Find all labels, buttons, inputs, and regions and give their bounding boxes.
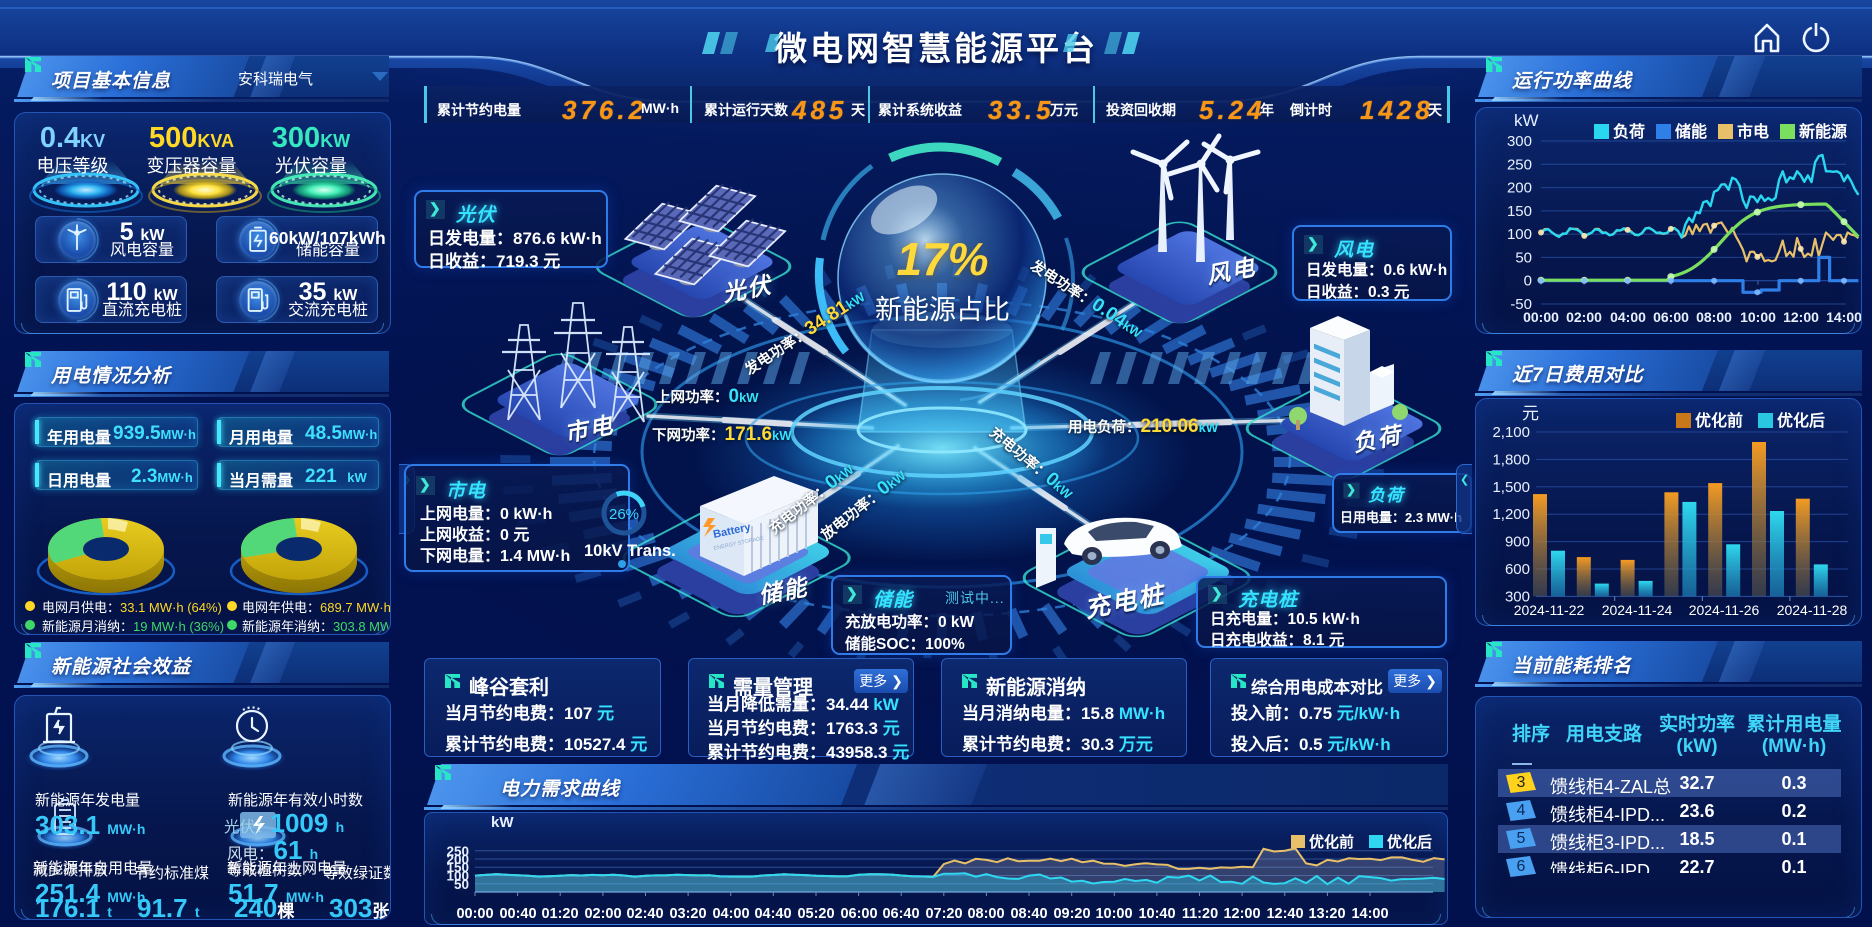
svg-text:2024-11-28: 2024-11-28: [1777, 602, 1848, 618]
svg-text:14:00: 14:00: [1826, 309, 1861, 325]
svg-text:2024-11-26: 2024-11-26: [1689, 602, 1760, 618]
svg-text:02:40: 02:40: [626, 906, 663, 922]
svg-text:06:00: 06:00: [1653, 309, 1689, 325]
svg-text:14:00: 14:00: [1351, 906, 1388, 922]
svg-text:100: 100: [1507, 226, 1532, 243]
svg-text:00:00: 00:00: [456, 906, 493, 922]
svg-text:市电: 市电: [1737, 122, 1769, 141]
svg-text:1,200: 1,200: [1492, 506, 1530, 523]
svg-text:-50: -50: [1510, 296, 1532, 313]
svg-text:13:20: 13:20: [1308, 906, 1345, 922]
svg-text:150: 150: [446, 860, 469, 875]
svg-text:1,500: 1,500: [1492, 479, 1530, 496]
svg-text:08:00: 08:00: [1696, 309, 1732, 325]
svg-text:优化前: 优化前: [1309, 833, 1354, 851]
svg-text:07:20: 07:20: [925, 906, 962, 922]
svg-text:12:00: 12:00: [1223, 906, 1260, 922]
svg-text:08:00: 08:00: [967, 906, 1004, 922]
svg-text:900: 900: [1505, 534, 1530, 551]
svg-text:优化后: 优化后: [1777, 411, 1825, 430]
svg-text:负荷: 负荷: [1613, 122, 1645, 141]
svg-text:300: 300: [1505, 588, 1530, 605]
svg-text:05:20: 05:20: [797, 906, 834, 922]
svg-text:2024-11-24: 2024-11-24: [1602, 602, 1673, 618]
svg-text:09:20: 09:20: [1053, 906, 1090, 922]
svg-text:06:40: 06:40: [882, 906, 919, 922]
svg-text:26%: 26%: [609, 506, 639, 523]
svg-text:元: 元: [1522, 404, 1539, 423]
svg-text:02:00: 02:00: [584, 906, 621, 922]
svg-text:10:00: 10:00: [1740, 309, 1776, 325]
svg-text:06:00: 06:00: [840, 906, 877, 922]
svg-text:50: 50: [454, 877, 469, 892]
svg-text:250: 250: [1507, 156, 1532, 173]
svg-text:08:40: 08:40: [1010, 906, 1047, 922]
svg-text:100: 100: [446, 869, 469, 884]
svg-text:新能源: 新能源: [1799, 122, 1847, 141]
svg-text:04:40: 04:40: [754, 906, 791, 922]
svg-text:11:20: 11:20: [1182, 906, 1218, 922]
svg-text:2024-11-22: 2024-11-22: [1514, 602, 1585, 618]
svg-text:10:40: 10:40: [1138, 906, 1175, 922]
svg-text:2,100: 2,100: [1492, 424, 1530, 441]
svg-text:01:20: 01:20: [541, 906, 578, 922]
svg-text:00:40: 00:40: [499, 906, 536, 922]
svg-text:10:00: 10:00: [1095, 906, 1132, 922]
svg-text:1,800: 1,800: [1492, 451, 1530, 468]
svg-text:12:40: 12:40: [1266, 906, 1303, 922]
svg-text:250: 250: [446, 844, 469, 859]
svg-text:02:00: 02:00: [1566, 309, 1602, 325]
svg-text:优化前: 优化前: [1695, 411, 1743, 430]
svg-text:200: 200: [1507, 180, 1532, 197]
svg-text:600: 600: [1505, 561, 1530, 578]
svg-text:04:00: 04:00: [1610, 309, 1646, 325]
svg-text:50: 50: [1515, 249, 1532, 266]
svg-text:优化后: 优化后: [1387, 833, 1432, 851]
svg-text:00:00: 00:00: [1523, 309, 1559, 325]
svg-text:12:00: 12:00: [1783, 309, 1819, 325]
svg-text:kW: kW: [1514, 111, 1539, 130]
svg-text:300: 300: [1507, 133, 1532, 150]
svg-text:150: 150: [1507, 203, 1532, 220]
svg-text:0: 0: [1524, 273, 1532, 290]
svg-text:200: 200: [446, 852, 469, 867]
svg-text:储能: 储能: [1674, 122, 1707, 141]
svg-text:kW: kW: [491, 814, 514, 831]
svg-text:04:00: 04:00: [712, 906, 749, 922]
svg-text:03:20: 03:20: [669, 906, 706, 922]
